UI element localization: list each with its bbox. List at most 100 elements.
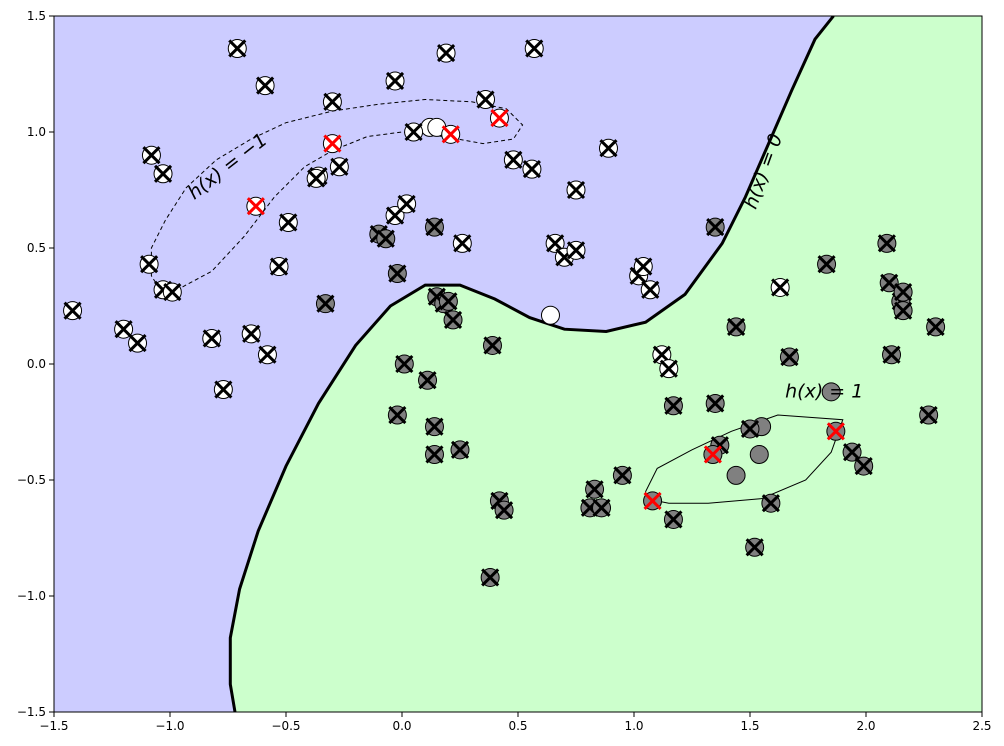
point-positive-crossed — [494, 500, 514, 520]
point-positive-crossed — [854, 456, 874, 476]
y-tick-label: 1.5 — [27, 9, 46, 23]
point-positive-crossed — [438, 291, 458, 311]
point-positive-crossed — [705, 217, 725, 237]
point-negative-crossed — [329, 157, 349, 177]
cross-mark — [926, 317, 945, 336]
cross-mark — [307, 169, 326, 188]
x-tick-label: 1.5 — [740, 719, 759, 733]
point-negative-crossed — [139, 254, 159, 274]
x-tick-label: 0.5 — [508, 719, 527, 733]
y-tick-label: 0.0 — [27, 357, 46, 371]
point-negative-crossed — [522, 159, 542, 179]
highlight-cross-mark — [643, 491, 662, 510]
point-positive-crossed — [424, 217, 444, 237]
point-positive-crossed — [761, 493, 781, 513]
cross-mark — [919, 405, 938, 425]
point-negative-crossed — [598, 138, 618, 158]
cross-mark — [706, 394, 725, 413]
point-negative-crossed — [397, 194, 417, 214]
cross-mark — [214, 380, 233, 399]
highlight-cross-mark — [490, 109, 509, 128]
point-negative-crossed — [452, 233, 472, 253]
point-negative-crossed — [385, 71, 405, 91]
cross-mark — [566, 241, 586, 260]
highlight-cross-mark — [441, 125, 460, 144]
point-negative-crossed — [385, 206, 405, 226]
y-tick-label: 1.0 — [27, 125, 46, 139]
point-positive-crossed — [817, 254, 837, 274]
cross-mark — [481, 568, 500, 587]
point-positive — [749, 444, 769, 464]
cross-mark — [330, 157, 349, 176]
point-positive-crossed — [893, 282, 913, 302]
cross-mark — [316, 294, 335, 313]
point-negative-crossed — [436, 43, 456, 63]
cross-mark — [495, 501, 514, 520]
x-tick-label: 2.5 — [972, 719, 991, 733]
point-positive-crossed — [480, 567, 500, 587]
cross-mark — [63, 301, 82, 320]
point-negative-crossed — [306, 168, 326, 188]
cross-mark — [882, 345, 901, 364]
point-negative-crossed — [202, 328, 222, 348]
highlight-cross-mark — [826, 422, 845, 441]
cross-mark — [613, 466, 632, 485]
positive-region — [230, 16, 982, 712]
cross-mark — [388, 405, 407, 425]
cross-mark — [385, 71, 405, 91]
point-negative-crossed — [524, 38, 544, 58]
cross-mark — [843, 443, 862, 462]
cross-mark — [376, 229, 395, 248]
cross-mark — [404, 122, 423, 142]
point-negative-crossed — [269, 257, 289, 277]
cross-mark — [780, 347, 799, 367]
plot-area: h(x) = −1 h(x) = 0h(x) = 1 — [54, 16, 982, 712]
point-positive-highlighted — [703, 444, 723, 464]
point-positive-crossed — [424, 444, 444, 464]
point-positive-crossed — [585, 479, 605, 499]
point-positive-crossed — [919, 405, 939, 425]
point-negative-crossed — [141, 145, 161, 165]
cross-mark — [566, 180, 586, 200]
cross-mark — [395, 354, 414, 374]
cross-mark — [142, 146, 161, 165]
decision-boundary-line — [228, 16, 835, 712]
cross-mark — [504, 150, 523, 169]
point-negative-crossed — [255, 76, 275, 96]
cross-mark — [592, 498, 611, 517]
cross-mark — [258, 345, 277, 364]
cross-mark — [242, 324, 261, 343]
point-positive-crossed — [893, 301, 913, 321]
point-negative-crossed — [566, 180, 586, 200]
point-negative-crossed — [278, 212, 298, 232]
cross-mark — [641, 280, 660, 299]
point-positive-crossed — [726, 317, 746, 337]
cross-mark — [664, 396, 683, 415]
point-positive-crossed — [779, 347, 799, 367]
point-negative-crossed — [659, 359, 679, 379]
point-positive-crossed — [387, 405, 407, 425]
cross-mark — [706, 218, 725, 237]
y-tick-label: 0.5 — [27, 241, 46, 255]
x-tick-label: −1.0 — [155, 719, 184, 733]
point-positive-crossed — [394, 354, 414, 374]
cross-mark — [450, 440, 470, 459]
highlight-cross-mark — [246, 197, 265, 216]
margin-contour-positive — [645, 414, 844, 504]
point-negative-highlighted — [322, 134, 342, 154]
point-positive-crossed — [882, 345, 902, 365]
point-positive-crossed — [443, 310, 463, 330]
point-positive-crossed — [740, 419, 760, 439]
cross-mark — [202, 329, 221, 348]
highlight-cross-mark — [703, 445, 722, 464]
point-positive — [821, 382, 841, 402]
point-positive — [726, 465, 746, 485]
cross-mark — [727, 317, 746, 336]
cross-mark — [228, 39, 247, 58]
cross-mark — [894, 301, 913, 320]
cross-mark — [437, 44, 456, 63]
cross-mark — [525, 39, 544, 58]
point-negative-highlighted — [246, 196, 266, 216]
point-negative-crossed — [162, 282, 182, 302]
point-negative-highlighted — [489, 108, 509, 128]
